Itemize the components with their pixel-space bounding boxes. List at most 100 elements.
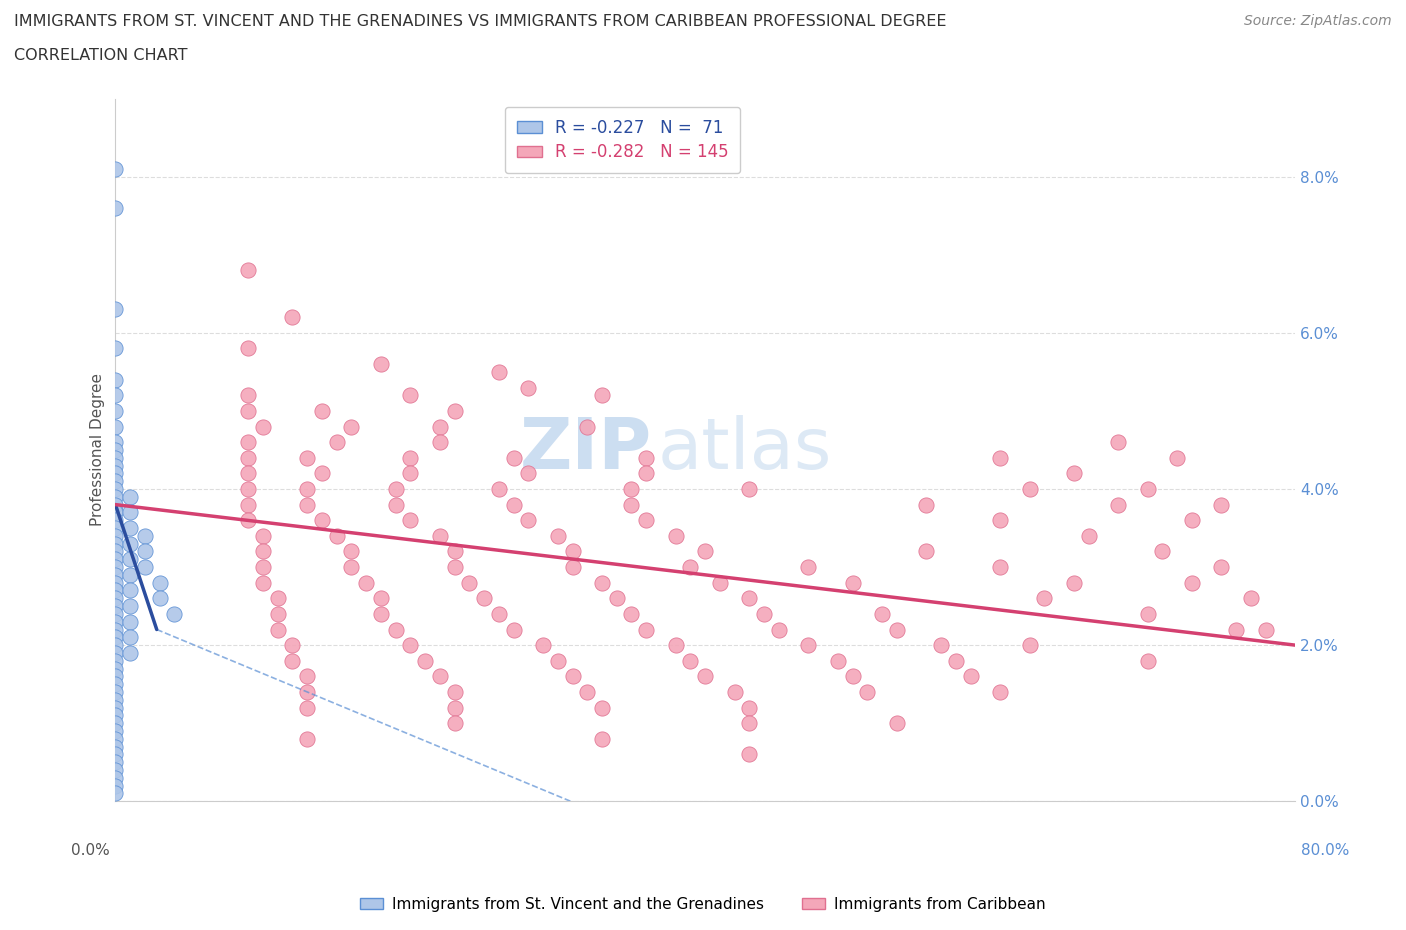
Point [488,606,510,621]
Text: ZIP: ZIP [520,416,652,485]
Point [120,599,142,614]
Point [738,700,761,715]
Point [311,404,333,418]
Point [738,747,761,762]
Point [134,544,156,559]
Point [429,669,451,684]
Point [709,576,731,591]
Point [295,731,318,746]
Point [827,653,849,668]
Point [252,544,274,559]
Point [104,763,127,777]
Point [429,434,451,449]
Point [104,302,127,317]
Point [104,630,127,644]
Point [915,498,938,512]
Point [1152,544,1174,559]
Point [1018,482,1040,497]
Point [561,669,583,684]
Point [429,528,451,543]
Point [591,731,613,746]
Point [1181,512,1204,527]
Point [295,669,318,684]
Point [1033,591,1056,605]
Point [754,606,776,621]
Point [591,388,613,403]
Point [1254,622,1277,637]
Point [120,583,142,598]
Point [236,498,259,512]
Point [236,466,259,481]
Point [502,450,524,465]
Point [1211,560,1233,575]
Point [120,551,142,566]
Point [104,622,127,637]
Point [236,263,259,278]
Point [295,700,318,715]
Point [104,606,127,621]
Point [620,606,643,621]
Point [443,684,465,699]
Point [841,669,863,684]
Point [104,645,127,660]
Point [443,544,465,559]
Point [104,388,127,403]
Point [104,466,127,481]
Point [120,489,142,504]
Point [606,591,628,605]
Point [370,357,392,372]
Point [665,528,688,543]
Point [104,684,127,699]
Point [370,606,392,621]
Point [104,747,127,762]
Point [561,560,583,575]
Point [104,567,127,582]
Point [134,560,156,575]
Point [695,669,717,684]
Text: 0.0%: 0.0% [70,844,110,858]
Point [104,162,127,177]
Point [1136,653,1159,668]
Point [413,653,436,668]
Point [325,528,347,543]
Point [104,591,127,605]
Point [443,716,465,731]
Point [429,419,451,434]
Point [988,450,1011,465]
Point [236,450,259,465]
Point [104,677,127,692]
Point [1136,606,1159,621]
Point [620,482,643,497]
Point [547,653,569,668]
Point [399,512,422,527]
Point [104,731,127,746]
Point [266,606,288,621]
Point [236,341,259,356]
Point [104,716,127,731]
Point [517,512,540,527]
Text: IMMIGRANTS FROM ST. VINCENT AND THE GRENADINES VS IMMIGRANTS FROM CARIBBEAN PROF: IMMIGRANTS FROM ST. VINCENT AND THE GREN… [14,14,946,29]
Point [104,583,127,598]
Point [104,560,127,575]
Point [120,630,142,644]
Point [236,434,259,449]
Point [724,684,747,699]
Point [149,591,172,605]
Point [636,622,658,637]
Point [591,576,613,591]
Point [104,443,127,458]
Point [988,684,1011,699]
Point [443,404,465,418]
Point [104,372,127,387]
Point [636,450,658,465]
Point [870,606,893,621]
Point [311,466,333,481]
Point [266,591,288,605]
Point [547,528,569,543]
Point [886,622,908,637]
Point [1077,528,1099,543]
Point [1018,638,1040,653]
Point [399,466,422,481]
Point [104,739,127,754]
Point [252,528,274,543]
